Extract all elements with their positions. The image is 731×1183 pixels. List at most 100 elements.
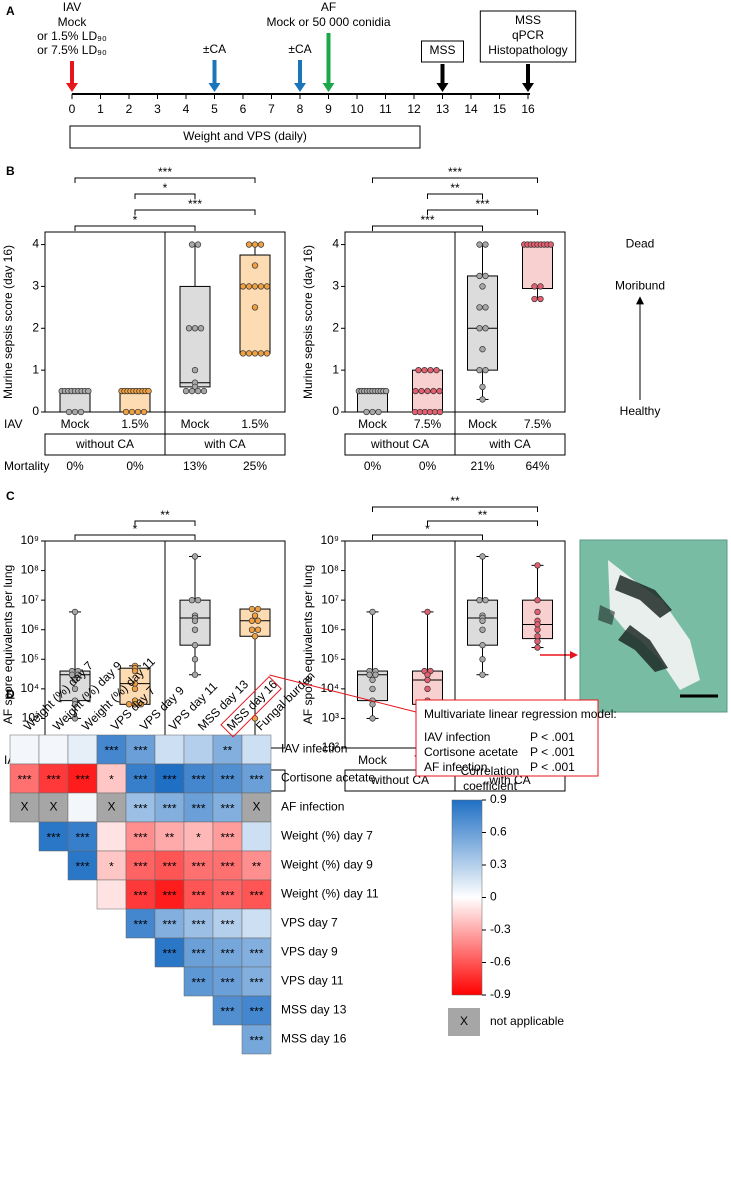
event-box-text: MSS xyxy=(515,13,541,27)
data-point xyxy=(251,241,259,248)
data-point xyxy=(479,642,486,649)
significance-label: *** xyxy=(249,947,263,961)
event-title: ±CA xyxy=(203,42,226,56)
y-tick-label: 10⁹ xyxy=(321,533,340,547)
mortality-value: 0% xyxy=(66,459,84,473)
significance-label: *** xyxy=(448,165,462,179)
heatmap-cell xyxy=(9,734,40,765)
na-legend-symbol: X xyxy=(460,1014,468,1028)
event-box-text: MSS xyxy=(429,43,455,57)
histology-image xyxy=(579,539,728,713)
significance-label: *** xyxy=(133,831,147,845)
data-point xyxy=(65,408,73,416)
significance-label: ** xyxy=(478,508,488,522)
significance-bracket xyxy=(74,177,256,183)
event-text: or 1.5% LD₉₀ xyxy=(37,29,107,43)
timeline-tick-label: 4 xyxy=(183,102,190,116)
y-tick-label: 0 xyxy=(32,404,39,418)
event-title: IAV xyxy=(63,0,81,14)
event-arrow-head xyxy=(66,83,78,92)
timeline-tick-label: 15 xyxy=(493,102,507,116)
data-point xyxy=(71,685,79,693)
data-point xyxy=(534,644,541,651)
heatmap-cell xyxy=(154,763,185,794)
data-point xyxy=(415,366,422,374)
regression-title: Multivariate linear regression model: xyxy=(424,707,617,721)
heatmap-cell xyxy=(212,908,243,939)
heatmap-cell xyxy=(154,734,185,765)
significance-label: *** xyxy=(133,744,147,758)
data-point xyxy=(482,304,489,311)
data-point xyxy=(74,671,82,678)
data-point xyxy=(534,608,541,616)
y-tick-label: 10⁸ xyxy=(21,563,39,577)
image-fungus xyxy=(615,575,672,618)
timeline-tick-label: 10 xyxy=(350,102,364,116)
data-point xyxy=(85,387,92,395)
data-point xyxy=(191,617,199,624)
y-tick-label: 3 xyxy=(32,279,39,293)
data-point xyxy=(418,387,425,395)
significance-label: *** xyxy=(75,860,89,874)
significance-label: *** xyxy=(162,773,176,787)
heatmap-cell xyxy=(125,734,156,765)
data-point xyxy=(363,408,370,416)
row-label: MSS day 16 xyxy=(281,1032,347,1046)
event-arrow-head xyxy=(294,83,306,92)
mortality-value: 0% xyxy=(419,459,437,473)
y-tick-label: 4 xyxy=(332,237,339,251)
significance-label: *** xyxy=(191,860,205,874)
significance-label: *** xyxy=(220,918,234,932)
na-symbol: X xyxy=(49,800,57,814)
significance-label: * xyxy=(425,522,430,536)
significance-label: *** xyxy=(220,1005,234,1019)
data-point xyxy=(482,325,489,332)
data-point xyxy=(248,617,256,624)
heatmap-cell xyxy=(96,879,127,910)
group-label: without CA xyxy=(370,773,429,787)
data-point xyxy=(125,701,133,708)
heatmap-cell xyxy=(241,879,272,910)
y-tick-label: 10⁶ xyxy=(21,622,39,636)
regression-p: P < .001 xyxy=(530,760,575,774)
group-label: with CA xyxy=(488,773,530,787)
significance-bracket xyxy=(372,177,538,183)
data-point xyxy=(534,633,541,640)
regression-p: P < .001 xyxy=(530,745,575,759)
significance-label: *** xyxy=(191,802,205,816)
significance-label: *** xyxy=(191,918,205,932)
category-label: 1.5% xyxy=(121,417,149,431)
category-label: Mock xyxy=(468,417,498,431)
significance-label: *** xyxy=(75,831,89,845)
scale-arrow-head xyxy=(636,296,644,305)
regression-box xyxy=(415,699,599,777)
data-point xyxy=(534,621,541,628)
na-cell xyxy=(9,792,40,823)
row-label: Cortisone acetate xyxy=(281,771,375,785)
mortality-label: Mortality xyxy=(4,459,49,473)
data-point xyxy=(137,701,145,708)
data-point xyxy=(131,701,139,708)
significance-label: *** xyxy=(220,831,234,845)
data-point xyxy=(424,676,431,684)
significance-label: *** xyxy=(158,165,172,179)
timeline-tick-label: 6 xyxy=(240,102,247,116)
significance-label: *** xyxy=(17,773,31,787)
data-point xyxy=(254,605,262,613)
row-label: AF infection xyxy=(281,800,344,814)
data-point xyxy=(534,626,541,633)
y-tick-label: 3 xyxy=(332,279,339,293)
data-point xyxy=(479,346,486,353)
data-point xyxy=(128,408,136,416)
significance-bracket xyxy=(427,209,538,215)
timeline-tick-label: 8 xyxy=(297,102,304,116)
data-point xyxy=(239,350,247,357)
y-tick-label: 2 xyxy=(332,320,339,334)
event-text: Mock or 50 000 conidia xyxy=(266,15,390,29)
data-point xyxy=(482,596,489,604)
regression-p: P < .001 xyxy=(530,730,575,744)
na-symbol: X xyxy=(252,800,260,814)
significance-label: *** xyxy=(475,197,489,211)
significance-bracket xyxy=(134,193,196,199)
significance-bracket xyxy=(74,534,196,540)
